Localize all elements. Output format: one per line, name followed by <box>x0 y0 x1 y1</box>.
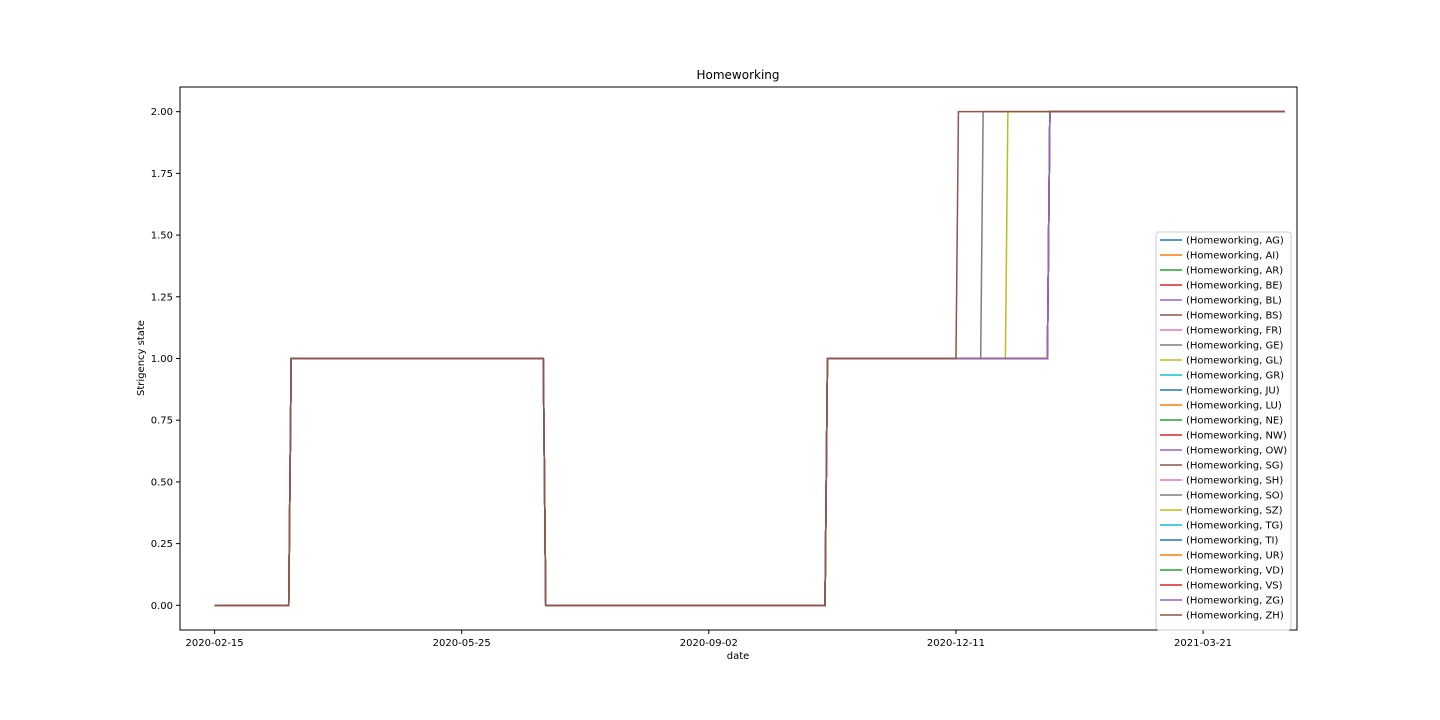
y-axis-label: Strigency state <box>136 320 147 396</box>
y-tick-label: 1.50 <box>151 231 173 242</box>
y-tick-label: 0.50 <box>151 477 173 488</box>
legend-label: (Homeworking, BE) <box>1186 281 1283 292</box>
x-tick-label: 2020-09-02 <box>680 638 738 649</box>
y-tick-label: 1.00 <box>151 354 173 365</box>
y-tick-label: 0.75 <box>151 416 173 427</box>
legend-label: (Homeworking, BS) <box>1186 311 1282 322</box>
legend-label: (Homeworking, AR) <box>1186 266 1283 277</box>
legend-label: (Homeworking, GR) <box>1186 371 1284 382</box>
legend-label: (Homeworking, TI) <box>1186 536 1279 547</box>
y-tick-label: 0.00 <box>151 601 173 612</box>
legend: (Homeworking, AG) (Homeworking, AI) (Homew… <box>1155 231 1292 631</box>
legend-label: (Homeworking, GE) <box>1186 341 1284 352</box>
x-tick-label: 2020-02-15 <box>186 638 244 649</box>
x-axis-ticks: 2020-02-15 2020-05-25 2020-09-02 2020-12-11… <box>186 630 1232 649</box>
plot-lines <box>214 110 1285 607</box>
legend-label: (Homeworking, NE) <box>1186 416 1283 427</box>
legend-label: (Homeworking, AI) <box>1186 251 1279 262</box>
x-axis-label: date <box>727 651 750 662</box>
legend-label: (Homeworking, LU) <box>1186 401 1282 412</box>
legend-label: (Homeworking, VD) <box>1186 566 1284 577</box>
legend-label: (Homeworking, UR) <box>1186 551 1284 562</box>
legend-label: (Homeworking, ZH) <box>1186 611 1284 622</box>
x-tick-label: 2020-12-11 <box>927 638 985 649</box>
y-tick-label: 1.25 <box>151 292 173 303</box>
legend-label: (Homeworking, SO) <box>1186 491 1284 502</box>
legend-label: (Homeworking, SG) <box>1186 461 1284 472</box>
legend-box <box>1155 231 1292 631</box>
legend-label: (Homeworking, TG) <box>1186 521 1283 532</box>
legend-label: (Homeworking, FR) <box>1186 326 1282 337</box>
legend-label: (Homeworking, OW) <box>1186 446 1287 457</box>
legend-label: (Homeworking, NW) <box>1186 431 1287 442</box>
x-tick-label: 2020-05-25 <box>433 638 491 649</box>
legend-label: (Homeworking, BL) <box>1186 296 1282 307</box>
series-line <box>214 110 1285 607</box>
y-tick-label: 0.25 <box>151 539 173 550</box>
legend-label: (Homeworking, GL) <box>1186 356 1283 367</box>
legend-label: (Homeworking, VS) <box>1186 581 1283 592</box>
y-tick-label: 2.00 <box>151 107 173 118</box>
chart-title: Homeworking <box>696 68 779 82</box>
y-axis-ticks: 0.00 0.25 0.50 0.75 1.00 1.25 1.50 1.75 2.00 <box>151 107 180 612</box>
x-tick-label: 2021-03-21 <box>1174 638 1232 649</box>
legend-label: (Homeworking, JU) <box>1186 386 1280 397</box>
y-tick-label: 1.75 <box>151 169 173 180</box>
legend-label: (Homeworking, ZG) <box>1186 596 1284 607</box>
legend-label: (Homeworking, AG) <box>1186 236 1284 247</box>
legend-label: (Homeworking, SZ) <box>1186 506 1283 517</box>
legend-label: (Homeworking, SH) <box>1186 476 1283 487</box>
